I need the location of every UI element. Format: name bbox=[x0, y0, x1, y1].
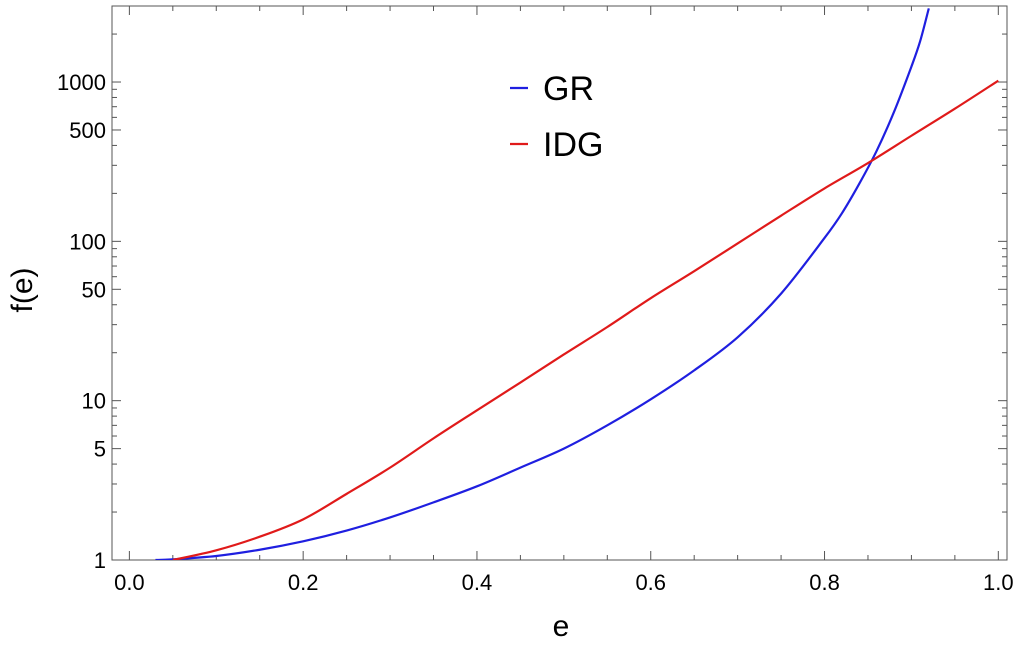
legend: GR IDG bbox=[510, 70, 603, 164]
y-tick-label: 1 bbox=[94, 548, 106, 573]
y-tick-label: 1000 bbox=[57, 70, 106, 95]
y-axis-title: f(e) bbox=[6, 268, 39, 313]
legend-label-idg: IDG bbox=[543, 126, 603, 164]
y-tick-label: 5 bbox=[94, 437, 106, 462]
x-tick-label: 0.8 bbox=[809, 570, 840, 595]
legend-label-gr: GR bbox=[543, 70, 594, 108]
y-tick-label: 500 bbox=[69, 118, 106, 143]
plot-frame bbox=[111, 5, 1008, 561]
x-tick-label: 0.4 bbox=[462, 570, 493, 595]
x-tick-label: 0.6 bbox=[635, 570, 666, 595]
y-tick-label: 100 bbox=[69, 229, 106, 254]
series-line-gr bbox=[155, 8, 930, 560]
y-tick-label: 10 bbox=[82, 389, 106, 414]
series-lines bbox=[155, 8, 999, 560]
plot-area-frame bbox=[111, 5, 1008, 561]
series-line-idg bbox=[172, 79, 999, 560]
x-tick-label: 0.0 bbox=[114, 570, 145, 595]
x-axis-title: e bbox=[553, 610, 570, 643]
tick-labels: 0.0 0.2 0.4 0.6 0.8 1.0 1 5 10 50 100 500 1000 bbox=[57, 70, 1014, 595]
y-tick-label: 50 bbox=[82, 277, 106, 302]
x-tick-label: 0.2 bbox=[288, 570, 319, 595]
x-tick-label: 1.0 bbox=[983, 570, 1014, 595]
axis-ticks bbox=[112, 5, 1007, 561]
